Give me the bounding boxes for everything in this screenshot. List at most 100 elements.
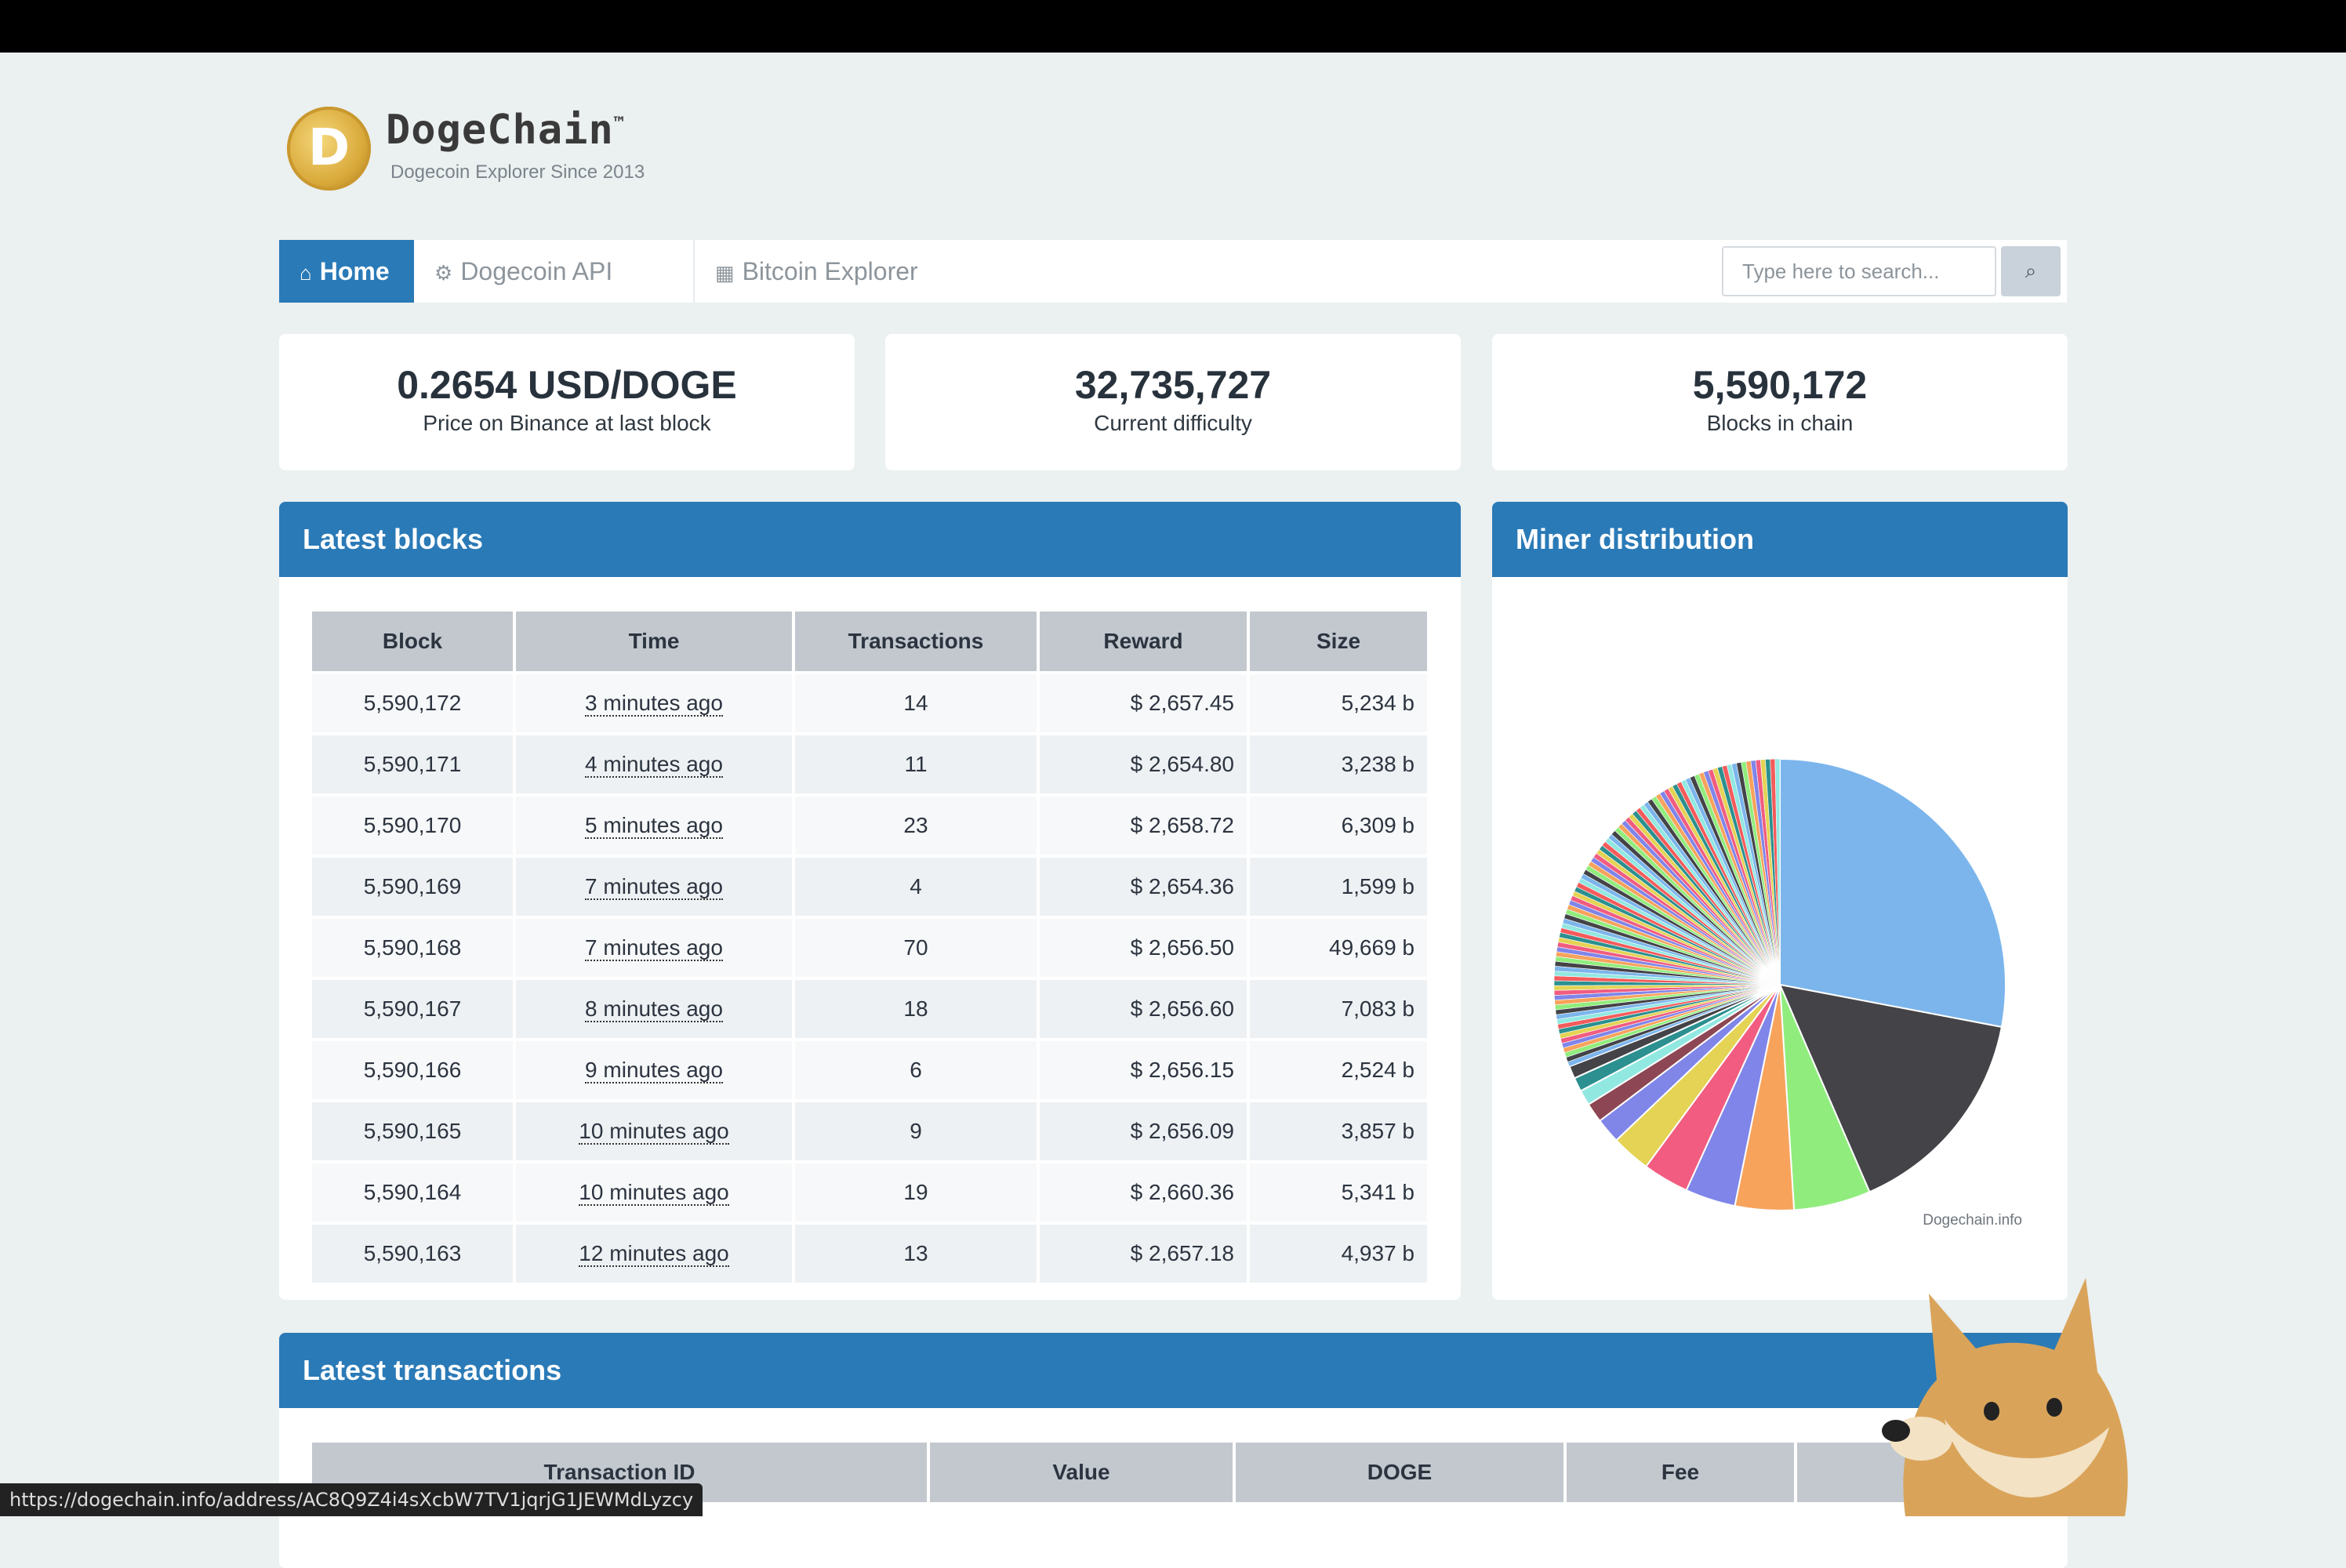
- col-value: Value: [930, 1443, 1236, 1502]
- block-time: 10 minutes ago: [516, 1160, 795, 1221]
- price-label: Price on Binance at last block: [423, 411, 711, 435]
- time-ago: 7 minutes ago: [585, 935, 723, 961]
- block-height-link[interactable]: 5,590,164: [312, 1160, 516, 1221]
- block-time: 8 minutes ago: [516, 977, 795, 1038]
- home-icon: ⌂: [300, 261, 312, 285]
- block-time: 5 minutes ago: [516, 793, 795, 855]
- nav-dogecoin-api[interactable]: ⚙ Dogecoin API: [414, 240, 612, 303]
- miner-distribution-panel: Miner distribution Dogechain.info: [1492, 502, 2068, 1300]
- block-transactions: 18: [795, 977, 1040, 1038]
- table-row: 5,590,171 4 minutes ago 11 $ 2,654.80 3,238 …: [312, 732, 1430, 793]
- col-time: Time: [516, 612, 795, 671]
- block-height-link[interactable]: 5,590,170: [312, 793, 516, 855]
- block-size: 5,341 b: [1250, 1160, 1430, 1221]
- table-row: 5,590,167 8 minutes ago 18 $ 2,656.60 7,083 …: [312, 977, 1430, 1038]
- time-ago: 7 minutes ago: [585, 874, 723, 900]
- block-transactions: 6: [795, 1038, 1040, 1099]
- block-size: 2,524 b: [1250, 1038, 1430, 1099]
- browser-top-bar: [0, 0, 2346, 53]
- col-fee: Fee: [1567, 1443, 1797, 1502]
- chart-credit[interactable]: Dogechain.info: [1923, 1212, 2022, 1229]
- pie-slice[interactable]: [1778, 983, 2003, 1193]
- block-reward: $ 2,656.50: [1040, 916, 1250, 977]
- latest-blocks-panel: Latest blocks Block Time Transactions Re…: [279, 502, 1461, 1300]
- col-doge: DOGE: [1236, 1443, 1567, 1502]
- time-ago: 12 minutes ago: [579, 1241, 729, 1267]
- logo-letter: D: [307, 119, 350, 177]
- block-time: 10 minutes ago: [516, 1099, 795, 1160]
- nav-home[interactable]: ⌂ Home: [279, 240, 414, 303]
- time-ago: 4 minutes ago: [585, 752, 723, 778]
- col-size: Size: [1250, 612, 1430, 671]
- block-reward: $ 2,654.80: [1040, 732, 1250, 793]
- block-height-link[interactable]: 5,590,169: [312, 855, 516, 916]
- nav-api-label: Dogecoin API: [460, 257, 613, 285]
- time-ago: 10 minutes ago: [579, 1180, 729, 1206]
- doge-mascot-image: [1882, 1278, 2128, 1516]
- nav-divider: [693, 240, 695, 303]
- main-nav: ⌂ Home ⚙ Dogecoin API ▦ Bitcoin Explorer ⌕: [279, 240, 2067, 303]
- block-size: 6,309 b: [1250, 793, 1430, 855]
- table-row: 5,590,168 7 minutes ago 70 $ 2,656.50 49,669…: [312, 916, 1430, 977]
- price-card: 0.2654 USD/DOGE Price on Binance at last…: [279, 334, 855, 470]
- pie-slice[interactable]: [1779, 757, 2006, 1029]
- pie-slice[interactable]: [1774, 758, 1781, 985]
- block-reward: $ 2,658.72: [1040, 793, 1250, 855]
- block-time: 7 minutes ago: [516, 916, 795, 977]
- difficulty-card: 32,735,727 Current difficulty: [885, 334, 1461, 470]
- block-size: 49,669 b: [1250, 916, 1430, 977]
- time-ago: 3 minutes ago: [585, 691, 723, 717]
- time-ago: 8 minutes ago: [585, 996, 723, 1022]
- block-time: 12 minutes ago: [516, 1221, 795, 1283]
- latest-blocks-table: Block Time Transactions Reward Size 5,59…: [312, 612, 1430, 1283]
- latest-transactions-panel: Latest transactions Transaction ID Value…: [279, 1333, 2068, 1568]
- link-status-bar: https://dogechain.info/address/AC8Q9Z4i4…: [0, 1483, 703, 1516]
- col-transactions: Transactions: [795, 612, 1040, 671]
- table-row: 5,590,165 10 minutes ago 9 $ 2,656.09 3,857 …: [312, 1099, 1430, 1160]
- block-size: 5,234 b: [1250, 671, 1430, 732]
- nav-home-label: Home: [319, 257, 390, 285]
- block-height-link[interactable]: 5,590,163: [312, 1221, 516, 1283]
- table-row: 5,590,172 3 minutes ago 14 $ 2,657.45 5,234 …: [312, 671, 1430, 732]
- blocks-label: Blocks in chain: [1706, 411, 1854, 435]
- block-reward: $ 2,656.09: [1040, 1099, 1250, 1160]
- table-row: 5,590,169 7 minutes ago 4 $ 2,654.36 1,599 b: [312, 855, 1430, 916]
- difficulty-value: 32,735,727: [1074, 363, 1272, 407]
- col-reward: Reward: [1040, 612, 1250, 671]
- nav-btc-label: Bitcoin Explorer: [742, 257, 918, 285]
- search-icon: ⌕: [2025, 259, 2037, 282]
- block-transactions: 4: [795, 855, 1040, 916]
- latest-transactions-title: Latest transactions: [279, 1333, 2068, 1408]
- brand-name: DogeChain: [386, 107, 614, 154]
- block-height-link[interactable]: 5,590,167: [312, 977, 516, 1038]
- price-value: 0.2654 USD/DOGE: [397, 363, 737, 407]
- dogechain-logo[interactable]: D: [287, 107, 371, 191]
- search-input[interactable]: [1722, 246, 1996, 296]
- block-height-link[interactable]: 5,590,165: [312, 1099, 516, 1160]
- gears-icon: ⚙: [434, 261, 453, 285]
- site-tagline: Dogecoin Explorer Since 2013: [390, 162, 645, 183]
- block-transactions: 23: [795, 793, 1040, 855]
- block-reward: $ 2,660.36: [1040, 1160, 1250, 1221]
- difficulty-label: Current difficulty: [1094, 411, 1252, 435]
- block-time: 7 minutes ago: [516, 855, 795, 916]
- blocks-card: 5,590,172 Blocks in chain: [1492, 334, 2068, 470]
- block-reward: $ 2,656.15: [1040, 1038, 1250, 1099]
- block-height-link[interactable]: 5,590,166: [312, 1038, 516, 1099]
- block-size: 4,937 b: [1250, 1221, 1430, 1283]
- block-time: 4 minutes ago: [516, 732, 795, 793]
- search-button[interactable]: ⌕: [2001, 246, 2061, 296]
- block-reward: $ 2,656.60: [1040, 977, 1250, 1038]
- block-time: 9 minutes ago: [516, 1038, 795, 1099]
- site-brand[interactable]: DogeChain™: [386, 107, 625, 154]
- block-height-link[interactable]: 5,590,171: [312, 732, 516, 793]
- block-height-link[interactable]: 5,590,172: [312, 671, 516, 732]
- block-size: 3,857 b: [1250, 1099, 1430, 1160]
- blocks-value: 5,590,172: [1692, 363, 1868, 407]
- trademark: ™: [613, 114, 626, 134]
- block-height-link[interactable]: 5,590,168: [312, 916, 516, 977]
- block-transactions: 11: [795, 732, 1040, 793]
- nav-bitcoin-explorer[interactable]: ▦ Bitcoin Explorer: [695, 240, 918, 303]
- block-time: 3 minutes ago: [516, 671, 795, 732]
- miner-pie-chart: [1553, 757, 2006, 1211]
